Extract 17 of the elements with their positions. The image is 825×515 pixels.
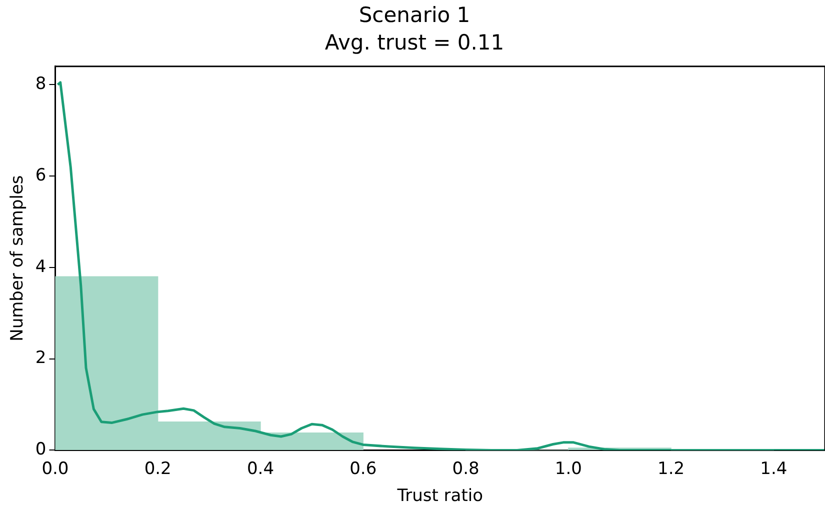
x-tick-label: 1.4 [760, 458, 788, 479]
x-tick-label: 0.6 [350, 458, 377, 479]
x-tick-label: 0.2 [144, 458, 172, 479]
y-tick-label: 2 [35, 348, 46, 368]
x-tick-label: 0.8 [452, 458, 480, 479]
y-tick-label: 6 [35, 165, 46, 186]
y-tick-label: 8 [35, 74, 46, 94]
x-axis-title: Trust ratio [396, 486, 483, 506]
x-tick-label: 0.0 [42, 458, 69, 479]
chart-subtitle: Avg. trust = 0.11 [324, 30, 504, 54]
y-axis-title: Number of samples [8, 175, 28, 342]
x-tick-label: 1.0 [554, 458, 582, 479]
x-tick-label: 1.2 [658, 458, 685, 479]
y-tick-label: 4 [35, 256, 46, 277]
chart-title: Scenario 1 [358, 3, 470, 28]
y-tick-label: 0 [35, 440, 46, 460]
x-tick-label: 0.4 [246, 458, 274, 479]
